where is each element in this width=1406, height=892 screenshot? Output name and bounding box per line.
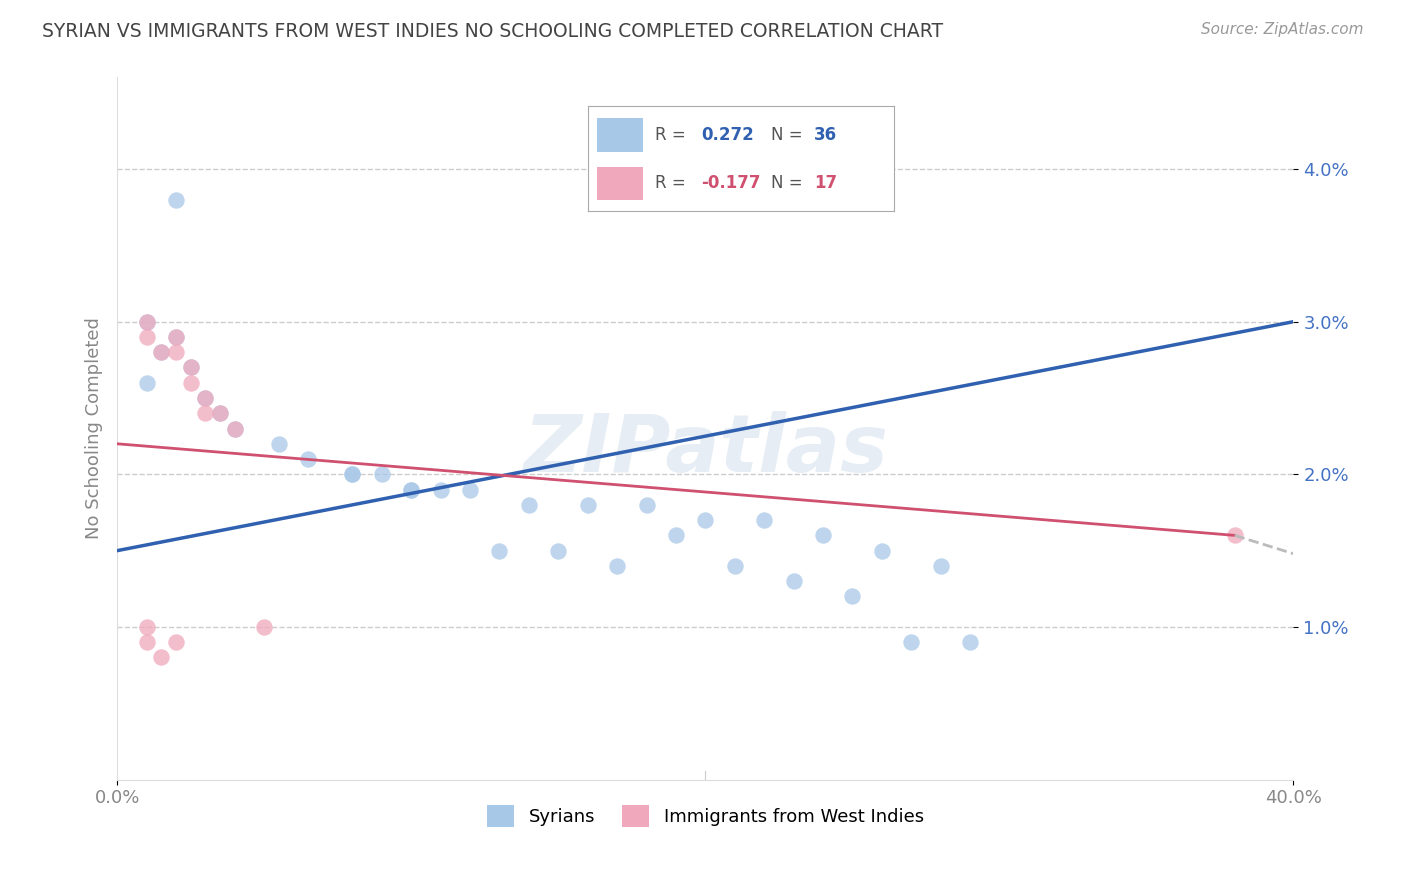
Legend: Syrians, Immigrants from West Indies: Syrians, Immigrants from West Indies — [479, 797, 931, 834]
Point — [150, 345, 173, 359]
Point — [636, 498, 658, 512]
Text: Source: ZipAtlas.com: Source: ZipAtlas.com — [1201, 22, 1364, 37]
Point — [180, 376, 202, 390]
Point — [1223, 528, 1246, 542]
Point — [224, 421, 246, 435]
Point — [297, 452, 319, 467]
Point — [488, 543, 510, 558]
Point — [267, 437, 290, 451]
Point — [695, 513, 717, 527]
Text: SYRIAN VS IMMIGRANTS FROM WEST INDIES NO SCHOOLING COMPLETED CORRELATION CHART: SYRIAN VS IMMIGRANTS FROM WEST INDIES NO… — [42, 22, 943, 41]
Point — [342, 467, 364, 482]
Point — [606, 558, 628, 573]
Point — [782, 574, 804, 589]
Point — [929, 558, 952, 573]
Point — [165, 193, 187, 207]
Point — [959, 635, 981, 649]
Point — [135, 315, 157, 329]
Point — [209, 406, 232, 420]
Point — [752, 513, 775, 527]
Point — [194, 391, 217, 405]
Point — [135, 620, 157, 634]
Point — [135, 635, 157, 649]
Point — [180, 360, 202, 375]
Point — [724, 558, 747, 573]
Point — [194, 391, 217, 405]
Point — [135, 315, 157, 329]
Point — [180, 360, 202, 375]
Text: ZIPatlas: ZIPatlas — [523, 410, 887, 489]
Point — [165, 345, 187, 359]
Point — [135, 330, 157, 344]
Point — [371, 467, 394, 482]
Point — [665, 528, 688, 542]
Y-axis label: No Schooling Completed: No Schooling Completed — [86, 318, 103, 540]
Point — [165, 330, 187, 344]
Point — [841, 590, 863, 604]
Point — [165, 635, 187, 649]
Point — [429, 483, 451, 497]
Point — [342, 467, 364, 482]
Point — [165, 330, 187, 344]
Point — [135, 376, 157, 390]
Point — [209, 406, 232, 420]
Point — [870, 543, 893, 558]
Point — [401, 483, 423, 497]
Point — [253, 620, 276, 634]
Point — [576, 498, 599, 512]
Point — [401, 483, 423, 497]
Point — [150, 345, 173, 359]
Point — [900, 635, 922, 649]
Point — [811, 528, 834, 542]
Point — [547, 543, 569, 558]
Point — [517, 498, 540, 512]
Point — [194, 406, 217, 420]
Point — [458, 483, 481, 497]
Point — [150, 650, 173, 665]
Point — [224, 421, 246, 435]
